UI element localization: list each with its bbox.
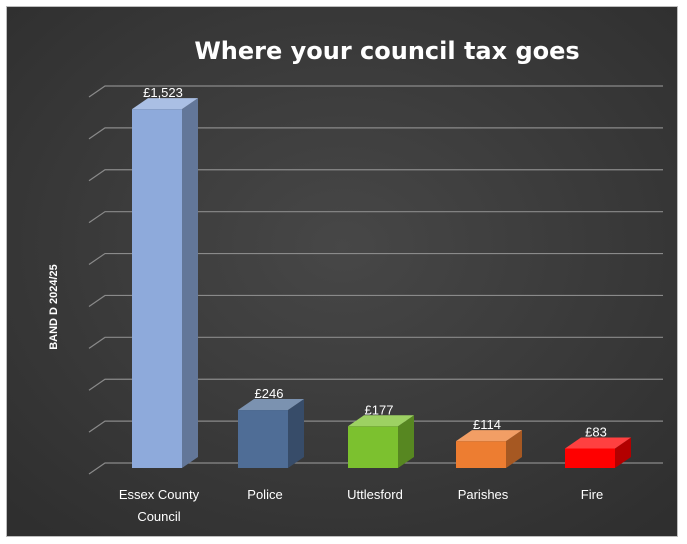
category-label: Uttlesford	[347, 487, 403, 502]
bars	[132, 98, 631, 468]
gridline	[88, 211, 663, 224]
category-label: Fire	[581, 487, 603, 502]
gridline	[88, 336, 663, 349]
bar-front	[238, 410, 288, 468]
category-label: Council	[137, 509, 180, 524]
bar-top	[565, 437, 631, 449]
gridline	[88, 378, 663, 391]
data-label: £246	[255, 386, 284, 401]
data-label: £83	[585, 424, 607, 439]
bar	[565, 437, 631, 468]
chart-title: Where your council tax goes	[194, 37, 579, 65]
bar-side	[615, 437, 631, 468]
bar-side	[288, 399, 304, 468]
bar-front	[565, 448, 615, 468]
bar-front	[132, 109, 182, 468]
category-label: Essex County	[119, 487, 200, 502]
gridlines	[88, 85, 663, 475]
gridline	[88, 85, 663, 98]
bar-top	[456, 430, 522, 442]
data-labels: £1,523 £246 £177 £114 £83	[143, 85, 607, 439]
category-labels: Essex County Council Police Uttlesford Paris…	[119, 487, 603, 524]
bar	[348, 415, 414, 468]
bar-side	[182, 98, 198, 468]
gridline	[88, 420, 663, 433]
gridline	[88, 169, 663, 182]
data-label: £1,523	[143, 85, 183, 100]
bar-front	[348, 426, 398, 468]
data-label: £177	[365, 402, 394, 417]
category-label: Police	[247, 487, 282, 502]
bar-top	[348, 415, 414, 427]
bar-side	[506, 430, 522, 468]
data-label: £114	[473, 417, 501, 432]
bar-top	[238, 399, 304, 411]
y-axis-label: BAND D 2024/25	[48, 264, 60, 350]
gridline	[88, 127, 663, 140]
bar	[456, 430, 522, 468]
chart-frame: Where your council tax goes BAND D 2024/…	[6, 6, 678, 537]
gridline	[88, 252, 663, 266]
chart-background	[7, 7, 677, 536]
bar	[238, 399, 304, 468]
gridline	[88, 294, 663, 307]
bar-chart: Where your council tax goes BAND D 2024/…	[7, 7, 677, 536]
bar	[132, 98, 198, 468]
bar-side	[398, 415, 414, 468]
bar-front	[456, 441, 506, 468]
category-label: Parishes	[458, 487, 509, 502]
bar-top	[132, 98, 198, 110]
